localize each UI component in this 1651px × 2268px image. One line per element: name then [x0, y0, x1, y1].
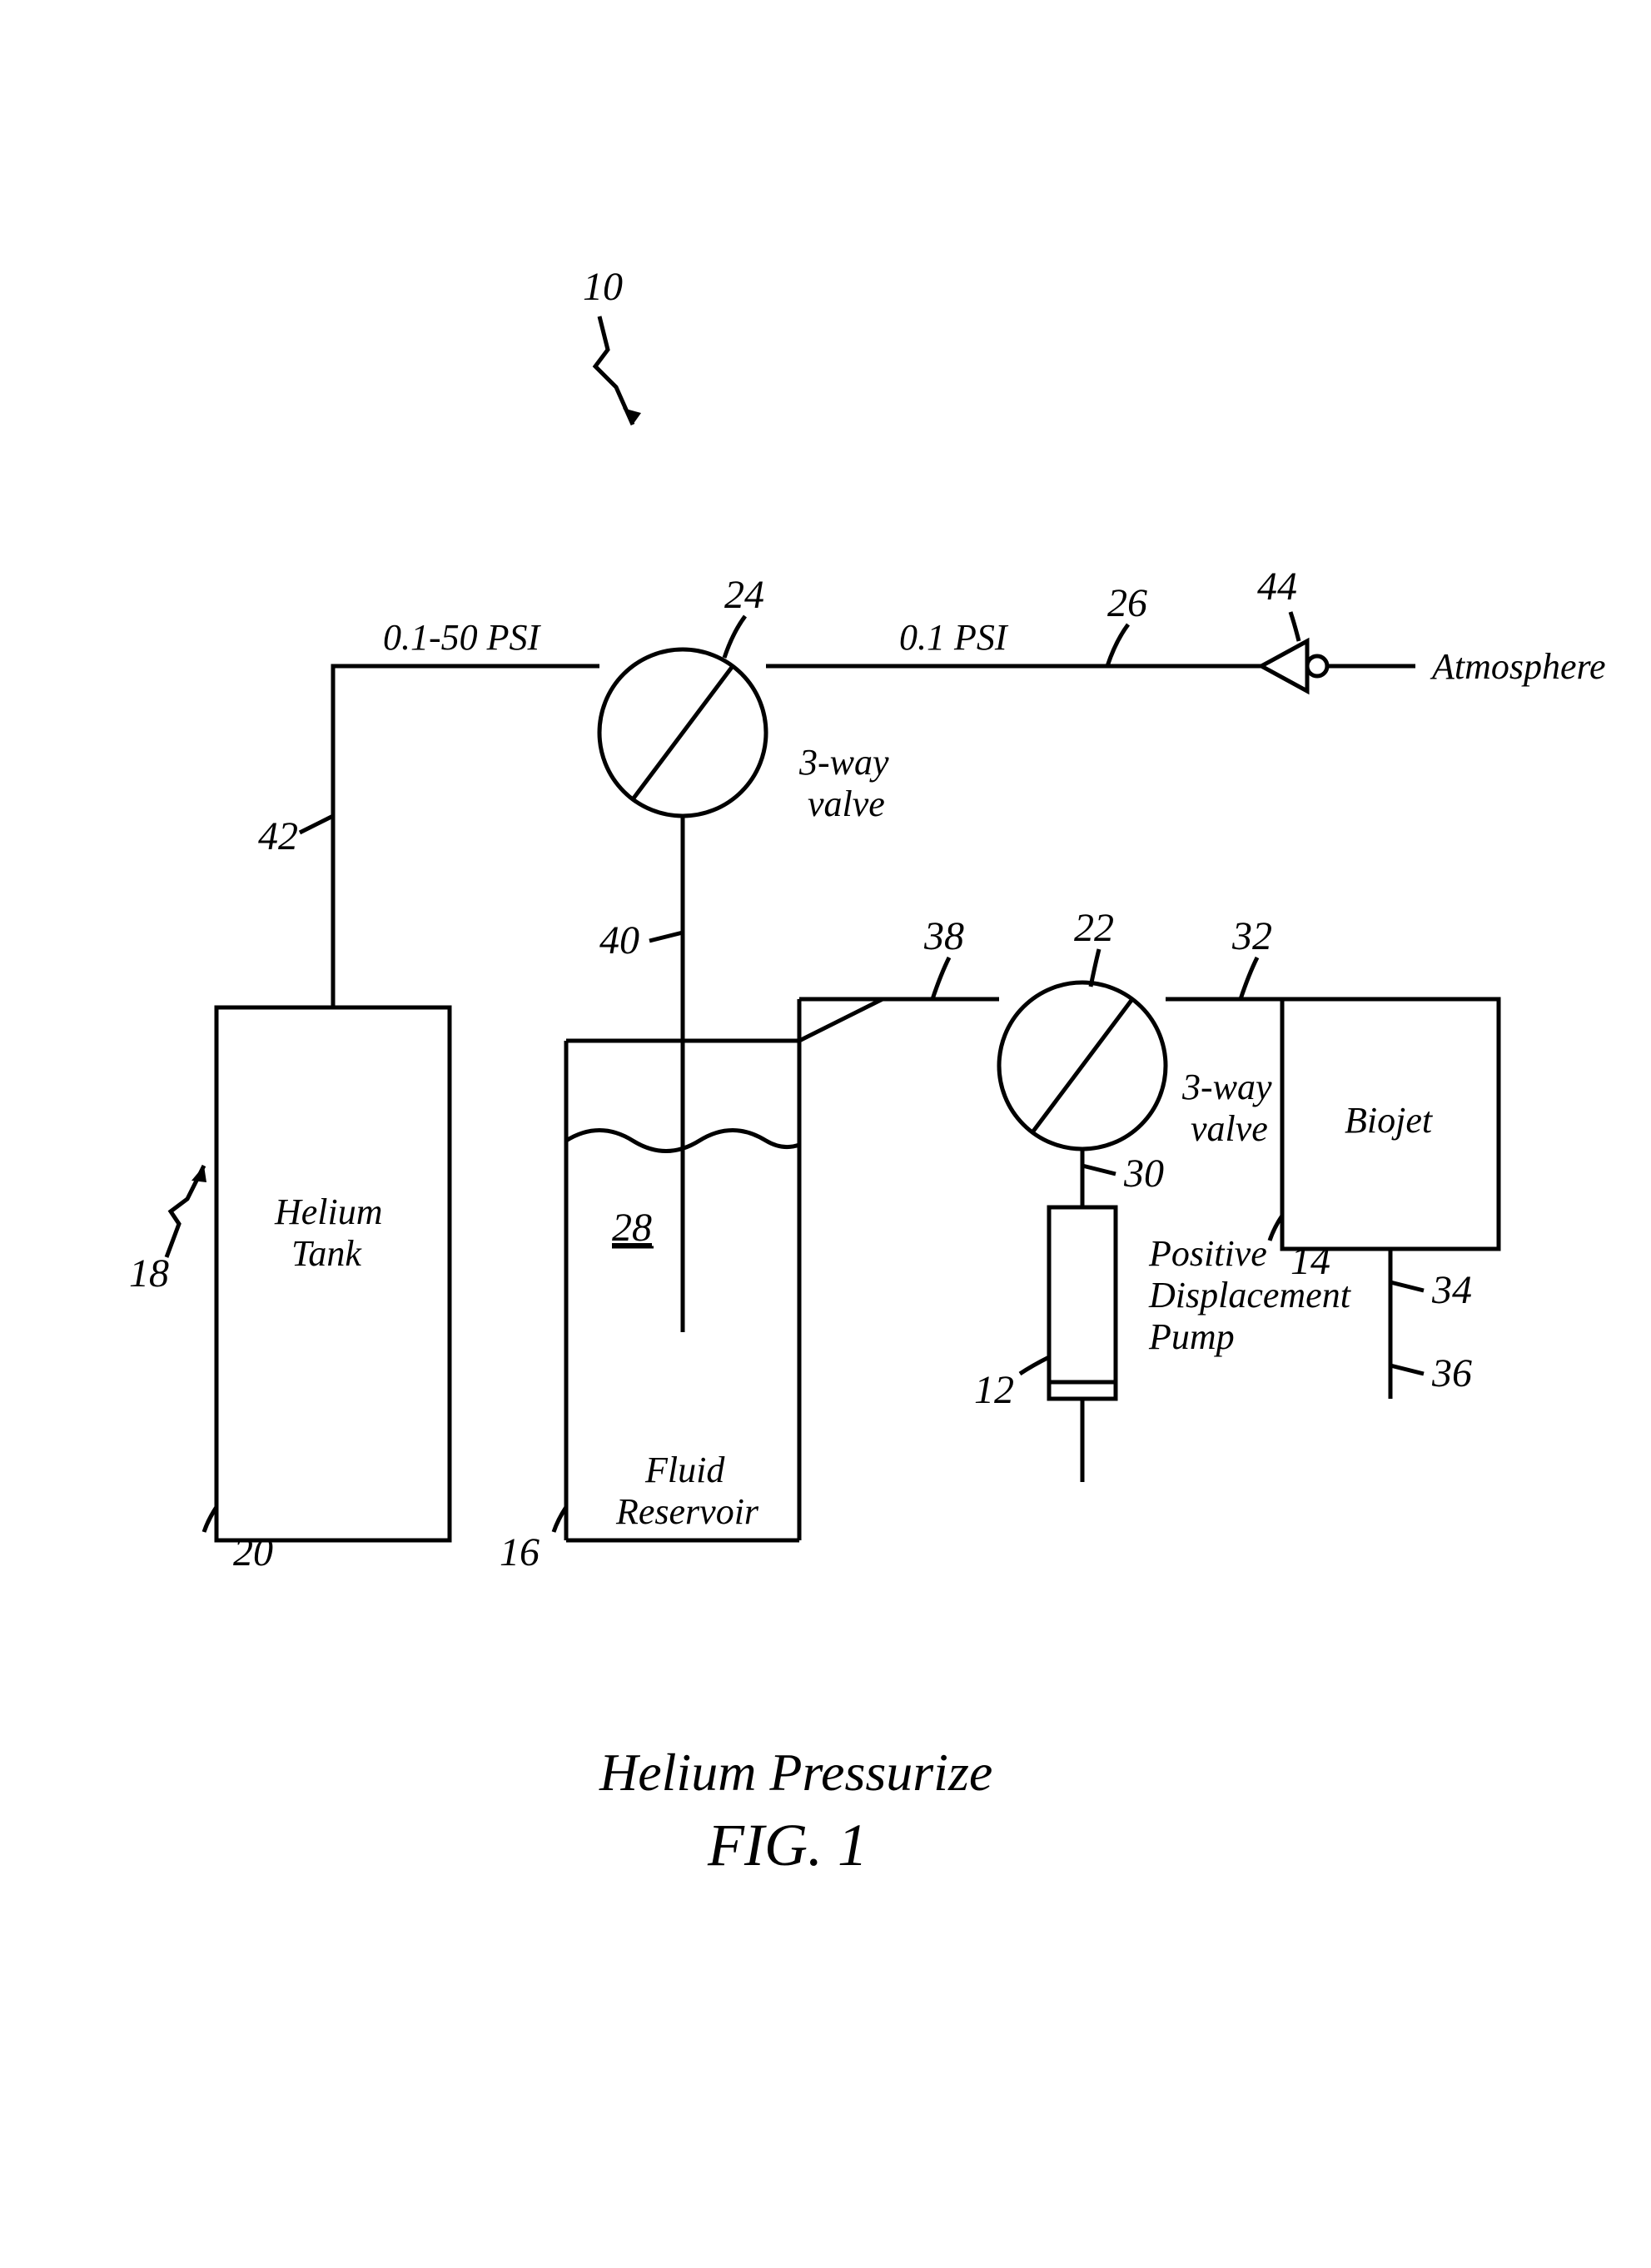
ref-14-label: 14	[1290, 1239, 1330, 1283]
pump-text-l1: Positive	[1148, 1233, 1267, 1274]
pump-text-l3: Pump	[1148, 1316, 1235, 1357]
atmosphere-label: Atmosphere	[1430, 646, 1606, 687]
ref-18-arrowhead	[191, 1166, 206, 1182]
ref-12-callout	[1020, 1357, 1049, 1374]
ref-24-callout	[724, 616, 745, 658]
ref-34-callout	[1390, 1282, 1424, 1291]
ref-26-callout	[1107, 624, 1128, 666]
diagram-canvas: 10 0.1-50 PSI 42 24 0.1 PSI 26 44 Atmosp…	[0, 0, 1651, 2268]
check-valve-triangle	[1261, 641, 1307, 691]
valve2-text-line2: valve	[1191, 1108, 1268, 1149]
valve2-text-line1: 3-way	[1181, 1067, 1272, 1107]
check-valve-ball	[1307, 656, 1327, 676]
ref-30-label: 30	[1123, 1151, 1164, 1196]
psi-left-label: 0.1-50 PSI	[383, 617, 542, 658]
valve1-text-line2: valve	[808, 783, 885, 824]
reservoir-text-l1: Fluid	[644, 1450, 725, 1490]
ref-10-arrowhead	[623, 408, 641, 425]
ref-36-label: 36	[1431, 1351, 1472, 1395]
biojet-text: Biojet	[1345, 1100, 1434, 1141]
psi-right-label: 0.1 PSI	[899, 617, 1009, 658]
ref-16-label: 16	[500, 1530, 540, 1574]
helium-tank	[216, 1007, 450, 1540]
ref-18-label: 18	[129, 1251, 169, 1296]
ref-38-label: 38	[923, 914, 964, 958]
ref-26-label: 26	[1107, 581, 1147, 625]
ref-34-label: 34	[1431, 1268, 1472, 1312]
ref-22-label: 22	[1074, 906, 1114, 950]
ref-22-callout	[1091, 949, 1099, 987]
helium-tank-text-l2: Tank	[291, 1233, 362, 1274]
ref-42-label: 42	[258, 814, 298, 858]
line-tank-to-valve1	[333, 666, 599, 1007]
ref-10-label: 10	[583, 265, 623, 309]
ref-12-label: 12	[974, 1368, 1014, 1412]
valve1-lever	[633, 666, 733, 799]
ref-24-label: 24	[724, 573, 764, 617]
line-reservoir-up	[799, 999, 883, 1041]
ref-40-callout	[649, 933, 683, 941]
figure-label: FIG. 1	[707, 1812, 868, 1878]
ref-40-label: 40	[599, 918, 639, 962]
ref-44-callout	[1290, 612, 1299, 641]
valve2-lever	[1032, 999, 1132, 1132]
ref-38-callout	[932, 957, 949, 999]
ref-44-label: 44	[1257, 565, 1297, 609]
ref-20-label: 20	[233, 1530, 273, 1574]
pump-body	[1049, 1207, 1116, 1399]
diagram-title: Helium Pressurize	[599, 1743, 992, 1802]
ref-30-callout	[1082, 1166, 1116, 1174]
ref-36-callout	[1390, 1365, 1424, 1374]
valve1-text-line1: 3-way	[798, 742, 889, 783]
helium-tank-text-l1: Helium	[274, 1191, 383, 1232]
ref-28-label: 28	[612, 1206, 652, 1250]
ref-32-callout	[1241, 957, 1257, 999]
reservoir-text-l2: Reservoir	[615, 1491, 759, 1532]
ref-42-callout	[300, 816, 333, 833]
ref-10-arrow	[595, 316, 633, 425]
ref-32-label: 32	[1231, 914, 1272, 958]
